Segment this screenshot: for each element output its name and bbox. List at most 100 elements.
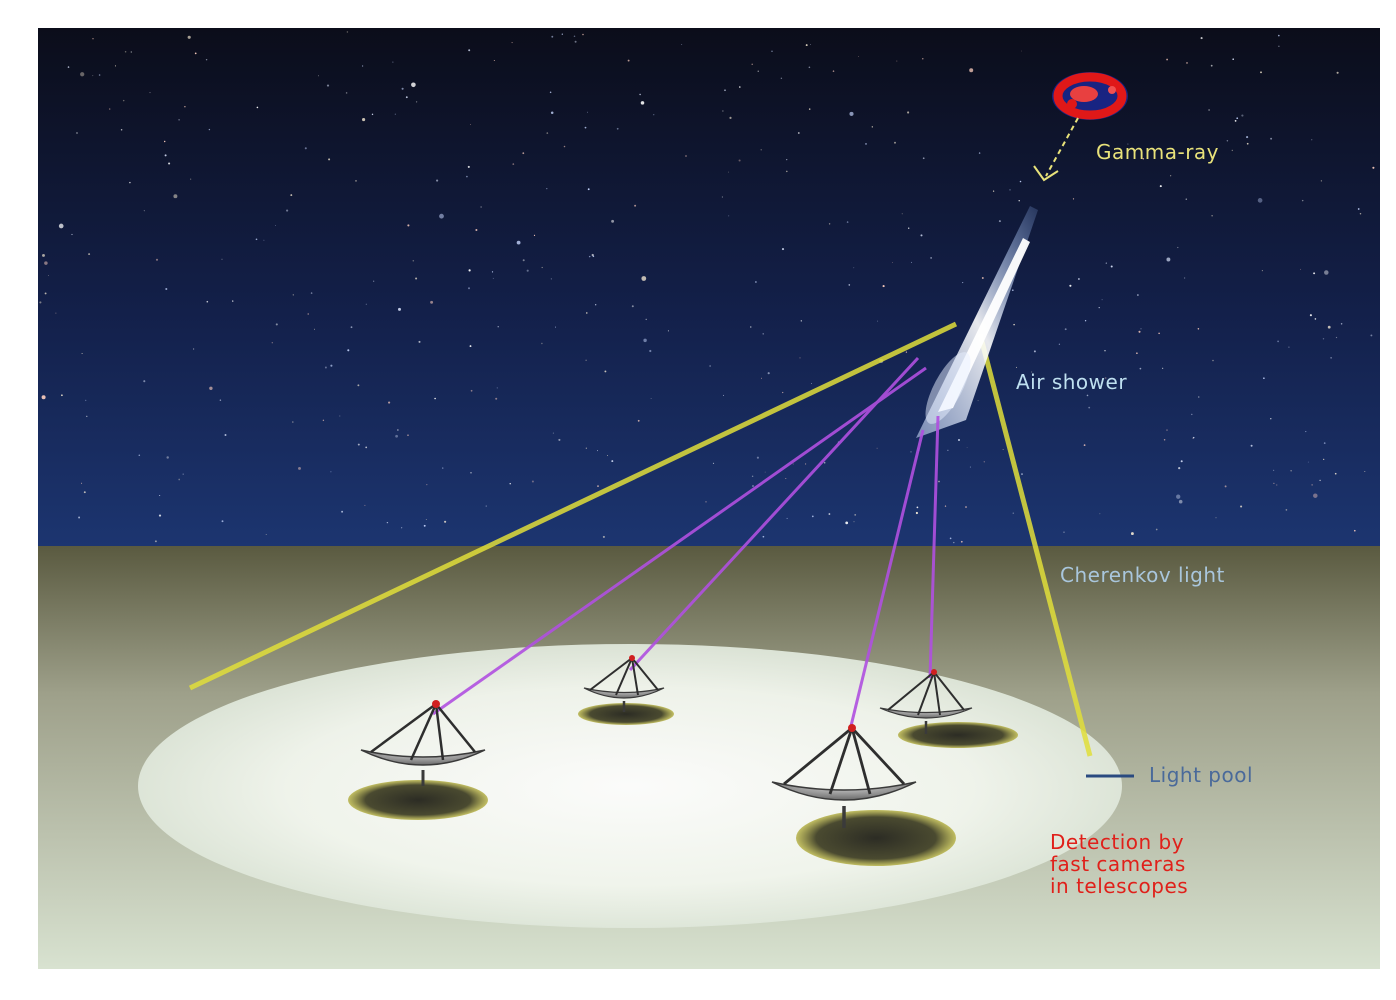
star [1197, 328, 1200, 330]
star-field [39, 31, 1375, 544]
star [208, 128, 211, 131]
star [1241, 114, 1244, 117]
star [401, 527, 403, 529]
star [611, 219, 615, 223]
star [574, 40, 577, 43]
star [1159, 185, 1162, 188]
star [41, 395, 46, 400]
star [412, 260, 415, 262]
star [808, 66, 811, 69]
star [552, 432, 554, 434]
star [1290, 470, 1292, 472]
star [771, 50, 773, 52]
star [78, 516, 81, 519]
star [597, 485, 599, 487]
detection-label: Detection by fast cameras in telescopes [1050, 830, 1189, 898]
star [292, 294, 294, 296]
star [397, 429, 399, 431]
star [92, 37, 94, 40]
light-pool-label: Light pool [1149, 763, 1253, 787]
star [616, 127, 619, 130]
star [1276, 484, 1278, 486]
star [442, 467, 444, 469]
star [1011, 289, 1014, 292]
star [1270, 137, 1273, 140]
star [1340, 323, 1343, 325]
star [1370, 334, 1373, 337]
star [1163, 439, 1166, 441]
star [1088, 406, 1091, 409]
star [1246, 136, 1249, 139]
star [143, 210, 145, 212]
star [1313, 272, 1316, 275]
star [512, 163, 515, 165]
star [44, 292, 47, 295]
star [286, 209, 289, 212]
star [1278, 34, 1280, 37]
star [1257, 198, 1263, 203]
star [178, 478, 181, 481]
star [1322, 338, 1325, 340]
star [307, 313, 309, 315]
star [1372, 166, 1375, 169]
star [728, 171, 729, 173]
star [407, 224, 410, 227]
star [182, 473, 184, 475]
star [1323, 442, 1326, 444]
star [388, 401, 391, 404]
star [752, 485, 754, 487]
star [122, 99, 125, 102]
star [953, 541, 955, 544]
star [493, 60, 495, 61]
star [1357, 208, 1360, 210]
star [586, 111, 588, 113]
star [755, 281, 757, 283]
star [522, 259, 525, 262]
star [1077, 278, 1080, 280]
star [1364, 470, 1366, 473]
star [1277, 340, 1279, 343]
star [346, 31, 349, 33]
star [828, 513, 831, 515]
star [965, 506, 967, 508]
star [894, 141, 896, 144]
star [728, 215, 730, 217]
star [910, 451, 912, 453]
star [722, 394, 725, 396]
star [394, 113, 396, 115]
star [930, 257, 932, 259]
star [977, 400, 979, 402]
star [468, 269, 471, 272]
star [255, 238, 258, 241]
air-shower [916, 206, 1038, 438]
star [1158, 332, 1160, 335]
star [1261, 270, 1263, 272]
star [587, 188, 590, 191]
star [908, 227, 910, 229]
star [324, 366, 327, 369]
star [853, 267, 855, 269]
star [1236, 117, 1239, 120]
star [165, 287, 168, 291]
star [1178, 467, 1181, 470]
star [685, 155, 687, 157]
star [1002, 449, 1004, 450]
star [811, 383, 812, 384]
star [1272, 469, 1275, 472]
star [314, 328, 315, 330]
star [271, 342, 273, 344]
star [373, 280, 375, 282]
star [584, 126, 587, 129]
star [154, 540, 157, 543]
star [173, 194, 178, 199]
star [681, 44, 683, 46]
star [275, 225, 276, 226]
star [1184, 277, 1186, 279]
star [551, 35, 554, 38]
star [143, 380, 146, 383]
star [330, 471, 332, 473]
star [61, 394, 63, 397]
star [1288, 346, 1290, 348]
star [407, 434, 409, 436]
star [810, 44, 812, 45]
